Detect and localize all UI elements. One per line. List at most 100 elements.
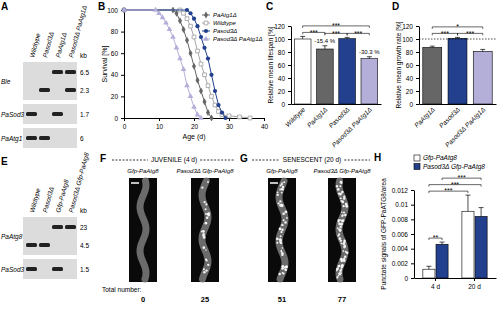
punctum [278, 273, 281, 276]
punctum [343, 197, 346, 200]
punctum [206, 259, 208, 261]
tick-mark [288, 78, 291, 79]
band [26, 243, 37, 247]
tick-mark [229, 118, 230, 121]
punctum [281, 228, 284, 231]
punctum [344, 214, 346, 216]
punctum [343, 240, 346, 243]
tick-label: Pasod3Δ [438, 106, 462, 130]
row-label: PaSod3 [1, 266, 25, 273]
punctum [205, 213, 207, 215]
punctum [283, 181, 285, 183]
blot-strip [23, 217, 77, 255]
band [39, 243, 50, 247]
punctum [284, 221, 287, 224]
tick-label: 30 [226, 123, 234, 130]
series-line [124, 10, 226, 118]
bar [475, 216, 487, 278]
legend-entry: PaAtg1Δ [213, 12, 237, 18]
punctum [205, 258, 207, 260]
punctum [342, 250, 344, 252]
error-bar [426, 266, 431, 269]
punctum [341, 182, 343, 184]
significance-label: *** [332, 22, 340, 29]
tick-label: 10 [156, 123, 164, 130]
point [206, 84, 210, 88]
significance-label: *** [451, 181, 459, 188]
punctum [280, 242, 282, 244]
punctum [342, 214, 344, 216]
legend-entry: Gfp-PaAtg8 [423, 154, 457, 162]
point [220, 110, 224, 114]
tick-label: 40 [261, 123, 269, 130]
point [216, 103, 220, 107]
tick-label: 0 [123, 123, 127, 130]
image [268, 178, 296, 282]
tick-label: 120 [402, 23, 413, 30]
point [213, 103, 217, 107]
point [195, 77, 199, 84]
point [206, 109, 210, 116]
tick-label: 20 [191, 123, 199, 130]
tick-label: 20 [278, 88, 286, 95]
punctum [281, 247, 283, 249]
image-label: Pasod3Δ Gfp-PaAtg8 [176, 168, 234, 174]
tick-label: 20 [111, 93, 119, 100]
punctum [343, 212, 345, 214]
panel-label: A [1, 1, 8, 12]
lane-label: Pasod3Δ Gfp-PaAtg8 [67, 151, 91, 213]
punctum [282, 272, 284, 274]
tick-mark [288, 91, 291, 92]
scale-bar [131, 182, 139, 184]
panel-label: C [266, 1, 273, 12]
axis-line [291, 27, 292, 105]
tick-mark [411, 234, 414, 235]
size-marker: 2.3 [80, 87, 89, 94]
punctum [339, 230, 341, 232]
bar [448, 38, 467, 104]
tick-label: 80 [278, 49, 286, 56]
point [209, 73, 213, 77]
chart: CWildtypePaAtg1ΔPasod3ΔPasod3Δ PaAtg1Δ02… [266, 1, 382, 149]
error-bar [345, 37, 350, 38]
point [209, 115, 213, 121]
punctum [343, 242, 345, 244]
significance-label: *** [310, 29, 318, 36]
row-label: PaAtg8 [1, 233, 23, 241]
punctum [338, 265, 340, 267]
tick: 60 [278, 62, 291, 69]
hypha [140, 181, 146, 279]
tick: 20 [278, 88, 291, 95]
bar [317, 49, 334, 104]
punctum [340, 223, 342, 225]
annotation: -30.3 % [359, 49, 380, 55]
blot-strip [23, 259, 77, 279]
tick: 0 [404, 275, 414, 282]
tick: 20 [111, 93, 124, 100]
axis-line [419, 27, 420, 105]
punctum [338, 193, 340, 195]
punctum [341, 215, 343, 217]
band [26, 267, 37, 271]
tick: 0.002 [392, 260, 414, 267]
axis-title: Relative mean lifespan [%] [267, 26, 275, 103]
punctum [338, 193, 340, 195]
blot-panel: EWildtypePasod3ΔGfp-PaAtg8Pasod3Δ Gfp-Pa… [1, 151, 91, 279]
punctum [339, 239, 341, 241]
punctum [284, 266, 286, 268]
significance-label: *** [441, 30, 449, 37]
axis-title: Relative mean growth rate [%] [395, 21, 403, 108]
tick: 10 [156, 118, 164, 130]
tick: Pasod3Δ [438, 104, 462, 129]
error-bar [440, 242, 445, 244]
punctum [341, 211, 343, 213]
punctum [279, 189, 281, 191]
punctum [339, 237, 342, 240]
punctum [338, 233, 340, 235]
tick-label: 40 [111, 71, 119, 78]
legend-swatch [414, 164, 420, 170]
hypha [202, 181, 208, 279]
row-label: PaSod3 [1, 111, 25, 118]
punctum [279, 238, 282, 241]
point [188, 50, 192, 57]
